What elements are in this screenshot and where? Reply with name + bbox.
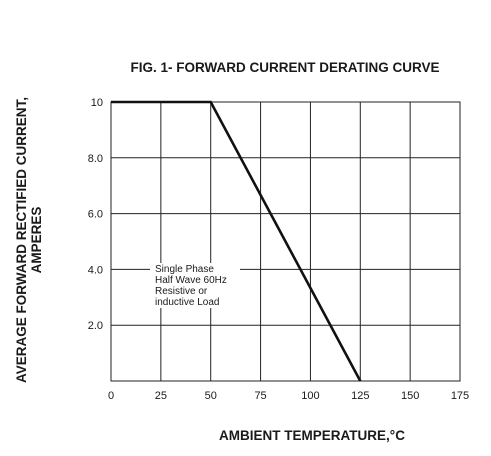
- y-axis-label-line-2: AMPERES: [29, 207, 44, 274]
- y-tick-label: 2.0: [88, 320, 103, 332]
- x-tick-label: 175: [451, 390, 469, 402]
- annotation-line-1: Single Phase: [155, 264, 214, 275]
- y-axis-label: AVERAGE FORWARD RECTIFIED CURRENT, AMPER…: [14, 97, 44, 383]
- y-axis-label-line-1: AVERAGE FORWARD RECTIFIED CURRENT,: [14, 97, 29, 383]
- x-tick-label: 0: [108, 390, 114, 402]
- derating-curve: [111, 100, 362, 382]
- x-tick-label: 50: [205, 390, 217, 402]
- y-tick-label: 8.0: [88, 153, 103, 165]
- y-tick-label: 4.0: [88, 264, 103, 276]
- annotation-background: [150, 263, 240, 308]
- chart-title: FIG. 1- FORWARD CURRENT DERATING CURVE: [130, 60, 439, 75]
- x-axis-label: AMBIENT TEMPERATURE,°C: [219, 428, 405, 443]
- y-tick-label: 10: [91, 97, 103, 109]
- annotation-line-3: Resistive or: [155, 286, 208, 297]
- x-tick-label: 125: [351, 390, 369, 402]
- x-tick-label: 25: [155, 390, 167, 402]
- annotation-line-4: inductive Load: [155, 297, 220, 308]
- tick-labels: 0 25 50 75 100 125 150 175 2.0 4.0 6.0 8.0 10: [88, 97, 469, 402]
- series: [111, 100, 362, 382]
- plot-frame: [110, 101, 461, 382]
- load-annotation: Single Phase Half Wave 60Hz Resistive or…: [150, 263, 240, 308]
- x-tick-label: 100: [301, 390, 319, 402]
- x-tick-label: 150: [401, 390, 419, 402]
- annotation-line-2: Half Wave 60Hz: [155, 275, 227, 286]
- x-tick-label: 75: [254, 390, 266, 402]
- y-tick-label: 6.0: [88, 209, 103, 221]
